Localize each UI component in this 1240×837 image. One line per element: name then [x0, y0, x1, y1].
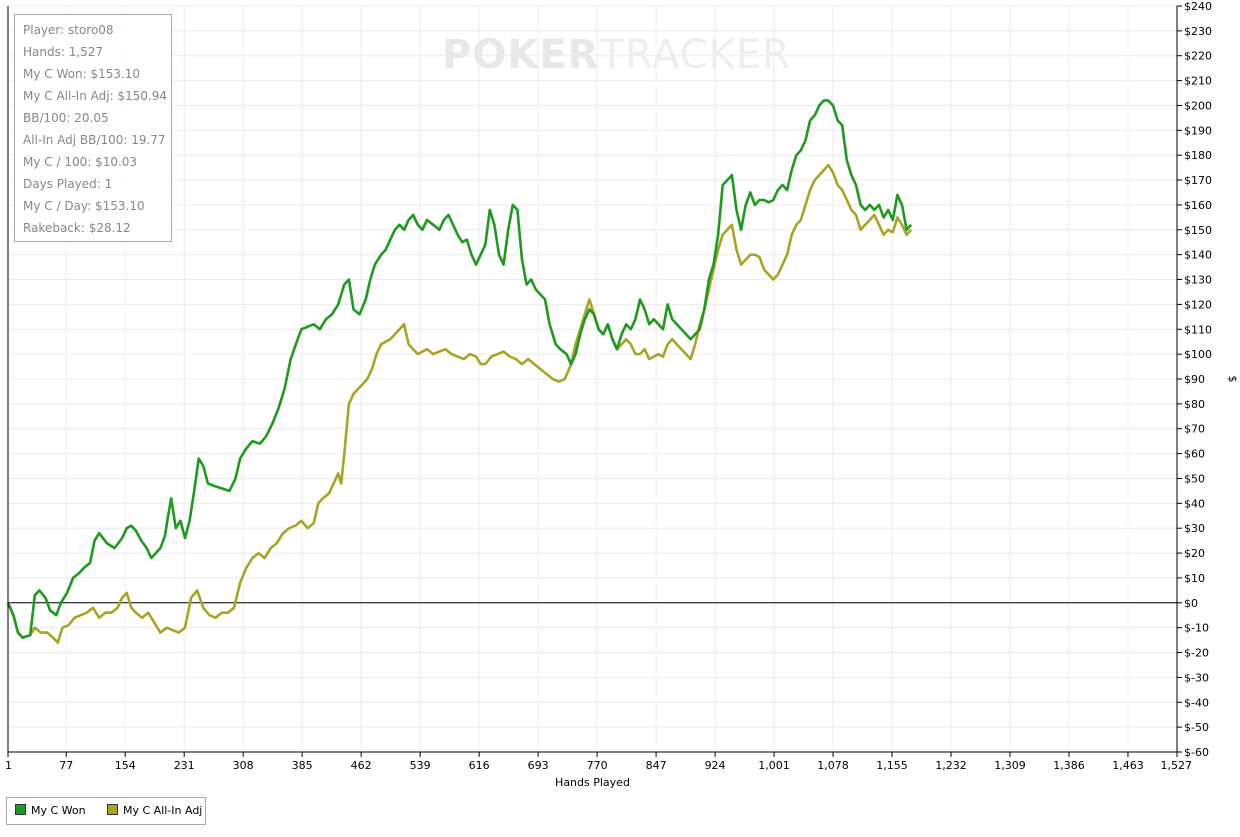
series-line-0 — [6, 99, 913, 639]
y-tick-label-7: $10 — [1184, 572, 1205, 585]
x-tick-label-9: 693 — [528, 759, 549, 772]
grid-lines — [7, 5, 1178, 753]
stat-hands: Hands: 1,527 — [23, 45, 104, 59]
x-tick-label-11: 847 — [646, 759, 667, 772]
x-tick-label-20: 1,527 — [1161, 759, 1193, 772]
x-tick-label-15: 1,155 — [876, 759, 908, 772]
series-line-1 — [6, 163, 913, 644]
x-tick-label-4: 308 — [233, 759, 254, 772]
y-tick-label-2: $-40 — [1184, 696, 1209, 709]
pokertracker-watermark: POKERTRACKER — [442, 32, 791, 78]
y-tick-label-29: $230 — [1184, 25, 1212, 38]
x-tick-label-6: 462 — [351, 759, 372, 772]
legend-swatch-won — [15, 804, 26, 815]
stat-rakeback: Rakeback: $28.12 — [23, 221, 131, 235]
x-axis-ticks: 1 77 154 231 308 385 462 539 616 693 770 847 924 1,00… — [5, 752, 1192, 772]
legend-label-won: My C Won — [31, 804, 86, 817]
stat-allin-bb100: All-In Adj BB/100: 19.77 — [23, 133, 166, 147]
stat-allin-adj: My C All-In Adj: $150.94 — [23, 89, 168, 103]
stats-panel: Player: storo08 Hands: 1,527 My C Won: $… — [14, 14, 172, 242]
y-tick-label-9: $30 — [1184, 522, 1205, 535]
y-tick-label-6: $0 — [1184, 597, 1198, 610]
x-tick-label-5: 385 — [292, 759, 313, 772]
chart-legend: My C Won My C All-In Adj — [6, 797, 206, 825]
x-tick-label-16: 1,232 — [935, 759, 967, 772]
stat-won: My C Won: $153.10 — [23, 67, 141, 81]
y-tick-label-20: $140 — [1184, 249, 1212, 262]
y-tick-label-19: $130 — [1184, 274, 1212, 287]
y-tick-label-27: $210 — [1184, 75, 1212, 88]
watermark-part2: TRACKER — [599, 32, 791, 78]
y-tick-label-18: $120 — [1184, 298, 1212, 311]
y-tick-label-21: $150 — [1184, 224, 1212, 237]
legend-label-allin: My C All-In Adj — [123, 804, 203, 817]
y-tick-label-23: $170 — [1184, 174, 1212, 187]
y-tick-label-11: $50 — [1184, 472, 1205, 485]
watermark-part1: POKER — [442, 32, 600, 78]
legend-item-won: My C Won — [15, 798, 86, 824]
x-tick-label-0: 1 — [5, 759, 12, 772]
x-tick-label-3: 231 — [174, 759, 195, 772]
y-tick-label-3: $-30 — [1184, 671, 1209, 684]
x-tick-label-7: 539 — [410, 759, 431, 772]
stat-bb100: BB/100: 20.05 — [23, 111, 109, 125]
y-tick-label-15: $90 — [1184, 373, 1205, 386]
y-axis-ticks: $-60 $-50 $-40 $-30 $-20 $-10 $0 $10 $20 $30 $40 $5… — [1177, 0, 1212, 759]
x-axis-label: Hands Played — [555, 776, 630, 789]
y-tick-label-1: $-50 — [1184, 721, 1209, 734]
y-tick-label-12: $60 — [1184, 448, 1205, 461]
stat-player: Player: storo08 — [23, 23, 114, 37]
y-tick-label-30: $240 — [1184, 0, 1212, 13]
x-tick-label-2: 154 — [115, 759, 136, 772]
legend-item-allin: My C All-In Adj — [107, 798, 202, 824]
x-tick-label-12: 924 — [705, 759, 726, 772]
y-tick-label-26: $200 — [1184, 99, 1212, 112]
y-tick-label-17: $110 — [1184, 323, 1212, 336]
y-tick-label-10: $40 — [1184, 497, 1205, 510]
y-tick-label-0: $-60 — [1184, 746, 1209, 759]
x-tick-label-1: 77 — [59, 759, 73, 772]
y-tick-label-28: $220 — [1184, 50, 1212, 63]
x-tick-label-10: 770 — [587, 759, 608, 772]
x-tick-label-8: 616 — [469, 759, 490, 772]
y-tick-label-8: $20 — [1184, 547, 1205, 560]
series-lines — [6, 99, 913, 644]
x-tick-label-18: 1,386 — [1053, 759, 1085, 772]
stat-per-day: My C / Day: $153.10 — [23, 199, 145, 213]
stat-days-played: Days Played: 1 — [23, 177, 113, 191]
legend-swatch-allin — [107, 804, 118, 815]
y-tick-label-25: $190 — [1184, 124, 1212, 137]
stat-per-100: My C / 100: $10.03 — [23, 155, 138, 169]
y-tick-label-16: $100 — [1184, 348, 1212, 361]
x-tick-label-13: 1,001 — [758, 759, 790, 772]
y-tick-label-14: $80 — [1184, 398, 1205, 411]
y-tick-label-4: $-20 — [1184, 647, 1209, 660]
y-axis-label: $ — [1226, 376, 1239, 383]
x-tick-label-17: 1,309 — [994, 759, 1026, 772]
x-tick-label-14: 1,078 — [817, 759, 849, 772]
y-tick-label-22: $160 — [1184, 199, 1212, 212]
x-tick-label-19: 1,463 — [1112, 759, 1144, 772]
y-tick-label-24: $180 — [1184, 149, 1212, 162]
y-tick-label-5: $-10 — [1184, 622, 1209, 635]
y-tick-label-13: $70 — [1184, 423, 1205, 436]
